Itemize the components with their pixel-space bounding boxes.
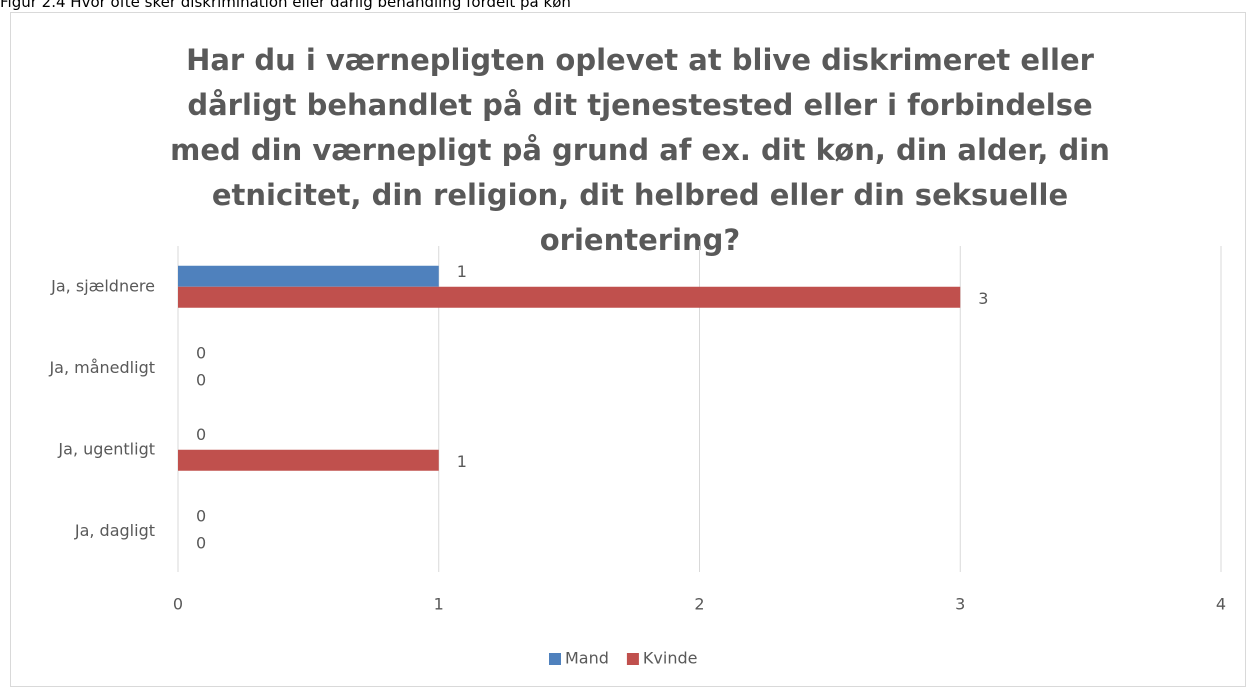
- bar: [178, 286, 961, 308]
- x-tick-label: 2: [694, 595, 704, 614]
- x-tick-label: 0: [173, 595, 183, 614]
- bar: [178, 449, 439, 471]
- caption: Figur 2.4 Hvor ofte sker diskrimination …: [0, 0, 571, 11]
- data-label: 0: [196, 370, 206, 389]
- legend-label: Kvinde: [643, 649, 698, 668]
- y-tick-label: Ja, dagligt: [74, 521, 155, 540]
- data-label: 0: [196, 506, 206, 525]
- chart-title: Har du i værnepligten oplevet at blive d…: [170, 43, 1110, 257]
- legend-swatch: [549, 653, 561, 665]
- data-label: 3: [978, 289, 988, 308]
- data-label: 1: [457, 452, 467, 471]
- y-tick-label: Ja, sjældnere: [50, 276, 155, 295]
- x-tick-label: 3: [955, 595, 965, 614]
- x-tick-label: 4: [1216, 595, 1226, 614]
- y-tick-label: Ja, månedligt: [48, 358, 155, 377]
- data-label: 0: [196, 425, 206, 444]
- chart-frame: [10, 12, 1246, 687]
- legend-swatch: [626, 653, 639, 665]
- y-tick-label: Ja, ugentligt: [57, 439, 155, 458]
- bar: [178, 265, 439, 287]
- x-tick-label: 1: [434, 595, 444, 614]
- data-label: 0: [196, 343, 206, 362]
- data-label: 1: [457, 262, 467, 281]
- data-label: 0: [196, 533, 206, 552]
- legend-label: Mand: [565, 649, 609, 668]
